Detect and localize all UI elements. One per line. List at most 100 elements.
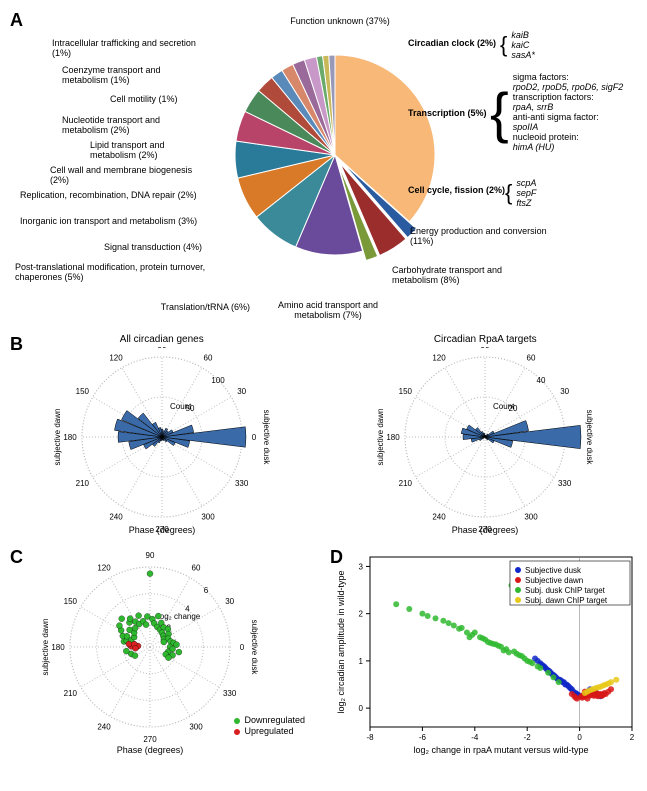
svg-text:300: 300 [525, 513, 539, 522]
rose-right-title: Circadian RpaA targets [365, 334, 605, 345]
svg-text:180: 180 [51, 643, 65, 652]
svg-text:60: 60 [192, 563, 201, 572]
svg-text:330: 330 [235, 479, 249, 488]
svg-text:-4: -4 [471, 733, 479, 742]
pie-slice-label: Signal transduction (4%) [52, 242, 202, 252]
pie-slice-label: Cell wall and membrane biogenesis (2%) [50, 165, 205, 186]
panel-d: D -8 -6 -4 -2 0 2 0 1 2 3 log₂ change in rpaA muta… [330, 547, 640, 759]
pie-slice-label: Lipid transport and metabolism (2%) [90, 140, 205, 161]
scatter-d-svg: -8 -6 -4 -2 0 2 0 1 2 3 log₂ change in rpaA mutant… [330, 547, 640, 757]
svg-text:270: 270 [143, 735, 157, 744]
svg-text:60: 60 [527, 353, 536, 362]
rose-left-title: All circadian genes [42, 334, 282, 345]
svg-text:subjective dawn: subjective dawn [376, 409, 385, 466]
svg-text:300: 300 [201, 513, 215, 522]
svg-text:1: 1 [359, 657, 364, 666]
svg-text:subjective dusk: subjective dusk [250, 620, 259, 676]
swatch-up [234, 729, 240, 735]
svg-text:-8: -8 [366, 733, 374, 742]
svg-text:subjective dawn: subjective dawn [53, 409, 62, 466]
rose-left: All circadian genes 03060901201501802102… [42, 334, 282, 539]
svg-text:2: 2 [630, 733, 635, 742]
pie-slice-label: Cell cycle, fission (2%) [408, 185, 518, 195]
svg-text:0: 0 [577, 733, 582, 742]
rose-left-svg: 030609012015018021024027030033050100Coun… [42, 347, 282, 537]
pie-slice-label: Post-translational modification, protein… [15, 262, 215, 283]
svg-text:30: 30 [225, 597, 234, 606]
pie-slice-label: Coenzyme transport and metabolism (1%) [62, 65, 207, 86]
svg-text:120: 120 [97, 563, 111, 572]
svg-text:subjective dusk: subjective dusk [262, 410, 271, 466]
svg-text:0: 0 [359, 704, 364, 713]
svg-text:330: 330 [558, 479, 572, 488]
svg-text:-6: -6 [419, 733, 427, 742]
svg-text:150: 150 [64, 597, 78, 606]
panel-a-label: A [10, 10, 23, 31]
svg-text:120: 120 [433, 353, 447, 362]
svg-text:Phase (degrees): Phase (degrees) [117, 745, 184, 755]
svg-text:180: 180 [63, 433, 77, 442]
svg-text:3: 3 [359, 562, 364, 571]
svg-text:log₂ change in rpaA mutant ver: log₂ change in rpaA mutant versus wild-t… [413, 745, 588, 755]
svg-text:Subj. dawn ChIP target: Subj. dawn ChIP target [525, 596, 608, 605]
pie-slice-label: Intracellular trafficking and secretion … [52, 38, 207, 59]
svg-text:150: 150 [399, 387, 413, 396]
panel-a: A Function unknown (37%)Circadian clock … [10, 10, 637, 330]
rose-right-svg: 03060901201501802102402703003302040Count… [365, 347, 605, 537]
pie-detail: {sigma factors:rpoD2, rpoD5, rpoD6, sigF… [490, 72, 623, 152]
pie-detail: {kaiBkaiCsasA* [500, 30, 535, 60]
pie-slice-label: Replication, recombination, DNA repair (… [20, 190, 210, 200]
rose-right: Circadian RpaA targets 03060901201501802… [365, 334, 605, 539]
svg-text:Subjective dusk: Subjective dusk [525, 566, 582, 575]
svg-text:Phase (degrees): Phase (degrees) [128, 525, 195, 535]
legend-up: Upregulated [244, 726, 293, 737]
svg-text:log₂ circadian amplitude in wi: log₂ circadian amplitude in wild-type [336, 570, 346, 713]
svg-text:-2: -2 [524, 733, 532, 742]
panel-d-label: D [330, 547, 343, 568]
swatch-down [234, 718, 240, 724]
pie-slice-label: Function unknown (37%) [280, 16, 400, 26]
pie-slice-label: Amino acid transport and metabolism (7%) [268, 300, 388, 321]
svg-text:100: 100 [211, 376, 225, 385]
svg-text:90: 90 [157, 347, 166, 350]
svg-text:40: 40 [537, 376, 546, 385]
pie-slice-label: Carbohydrate transport and metabolism (8… [392, 265, 532, 286]
svg-text:210: 210 [64, 689, 78, 698]
panel-c: C 0306090120150180210240270300330246log₂… [10, 547, 310, 759]
panel-b: All circadian genes 0 30 60 90 120 150 180 210 2… [10, 334, 637, 539]
svg-text:90: 90 [146, 551, 155, 560]
svg-text:210: 210 [75, 479, 89, 488]
pie-slice-label: Cell motility (1%) [110, 94, 210, 104]
svg-text:300: 300 [189, 723, 203, 732]
svg-text:Subjective dawn: Subjective dawn [525, 576, 583, 585]
svg-text:210: 210 [399, 479, 413, 488]
svg-text:Subj. dusk ChIP target: Subj. dusk ChIP target [525, 586, 606, 595]
svg-text:240: 240 [97, 723, 111, 732]
svg-text:log₂ change: log₂ change [158, 612, 201, 621]
pie-detail: {scpAsepFftsZ [505, 178, 536, 208]
pie-slice-label: Inorganic ion transport and metabolism (… [20, 216, 200, 226]
svg-text:Phase (degrees): Phase (degrees) [452, 525, 519, 535]
svg-text:240: 240 [433, 513, 447, 522]
svg-text:subjective dawn: subjective dawn [41, 619, 50, 676]
svg-text:0: 0 [240, 643, 245, 652]
svg-text:0: 0 [252, 433, 257, 442]
svg-text:60: 60 [203, 353, 212, 362]
svg-text:90: 90 [481, 347, 490, 350]
panel-c-legend: Downregulated Upregulated [234, 715, 305, 737]
pie-chart [225, 45, 465, 285]
svg-text:6: 6 [204, 586, 209, 595]
svg-text:150: 150 [75, 387, 89, 396]
svg-text:330: 330 [223, 689, 237, 698]
svg-text:2: 2 [359, 610, 364, 619]
legend-down: Downregulated [244, 715, 305, 726]
svg-text:120: 120 [109, 353, 123, 362]
panel-b-label: B [10, 334, 23, 355]
svg-text:30: 30 [560, 387, 569, 396]
svg-text:Count: Count [170, 402, 192, 411]
svg-text:30: 30 [237, 387, 246, 396]
svg-text:subjective dusk: subjective dusk [585, 410, 594, 466]
pie-slice-label: Nucleotide transport and metabolism (2%) [62, 115, 202, 136]
pie-slice-label: Translation/tRNA (6%) [130, 302, 250, 312]
svg-text:180: 180 [387, 433, 401, 442]
